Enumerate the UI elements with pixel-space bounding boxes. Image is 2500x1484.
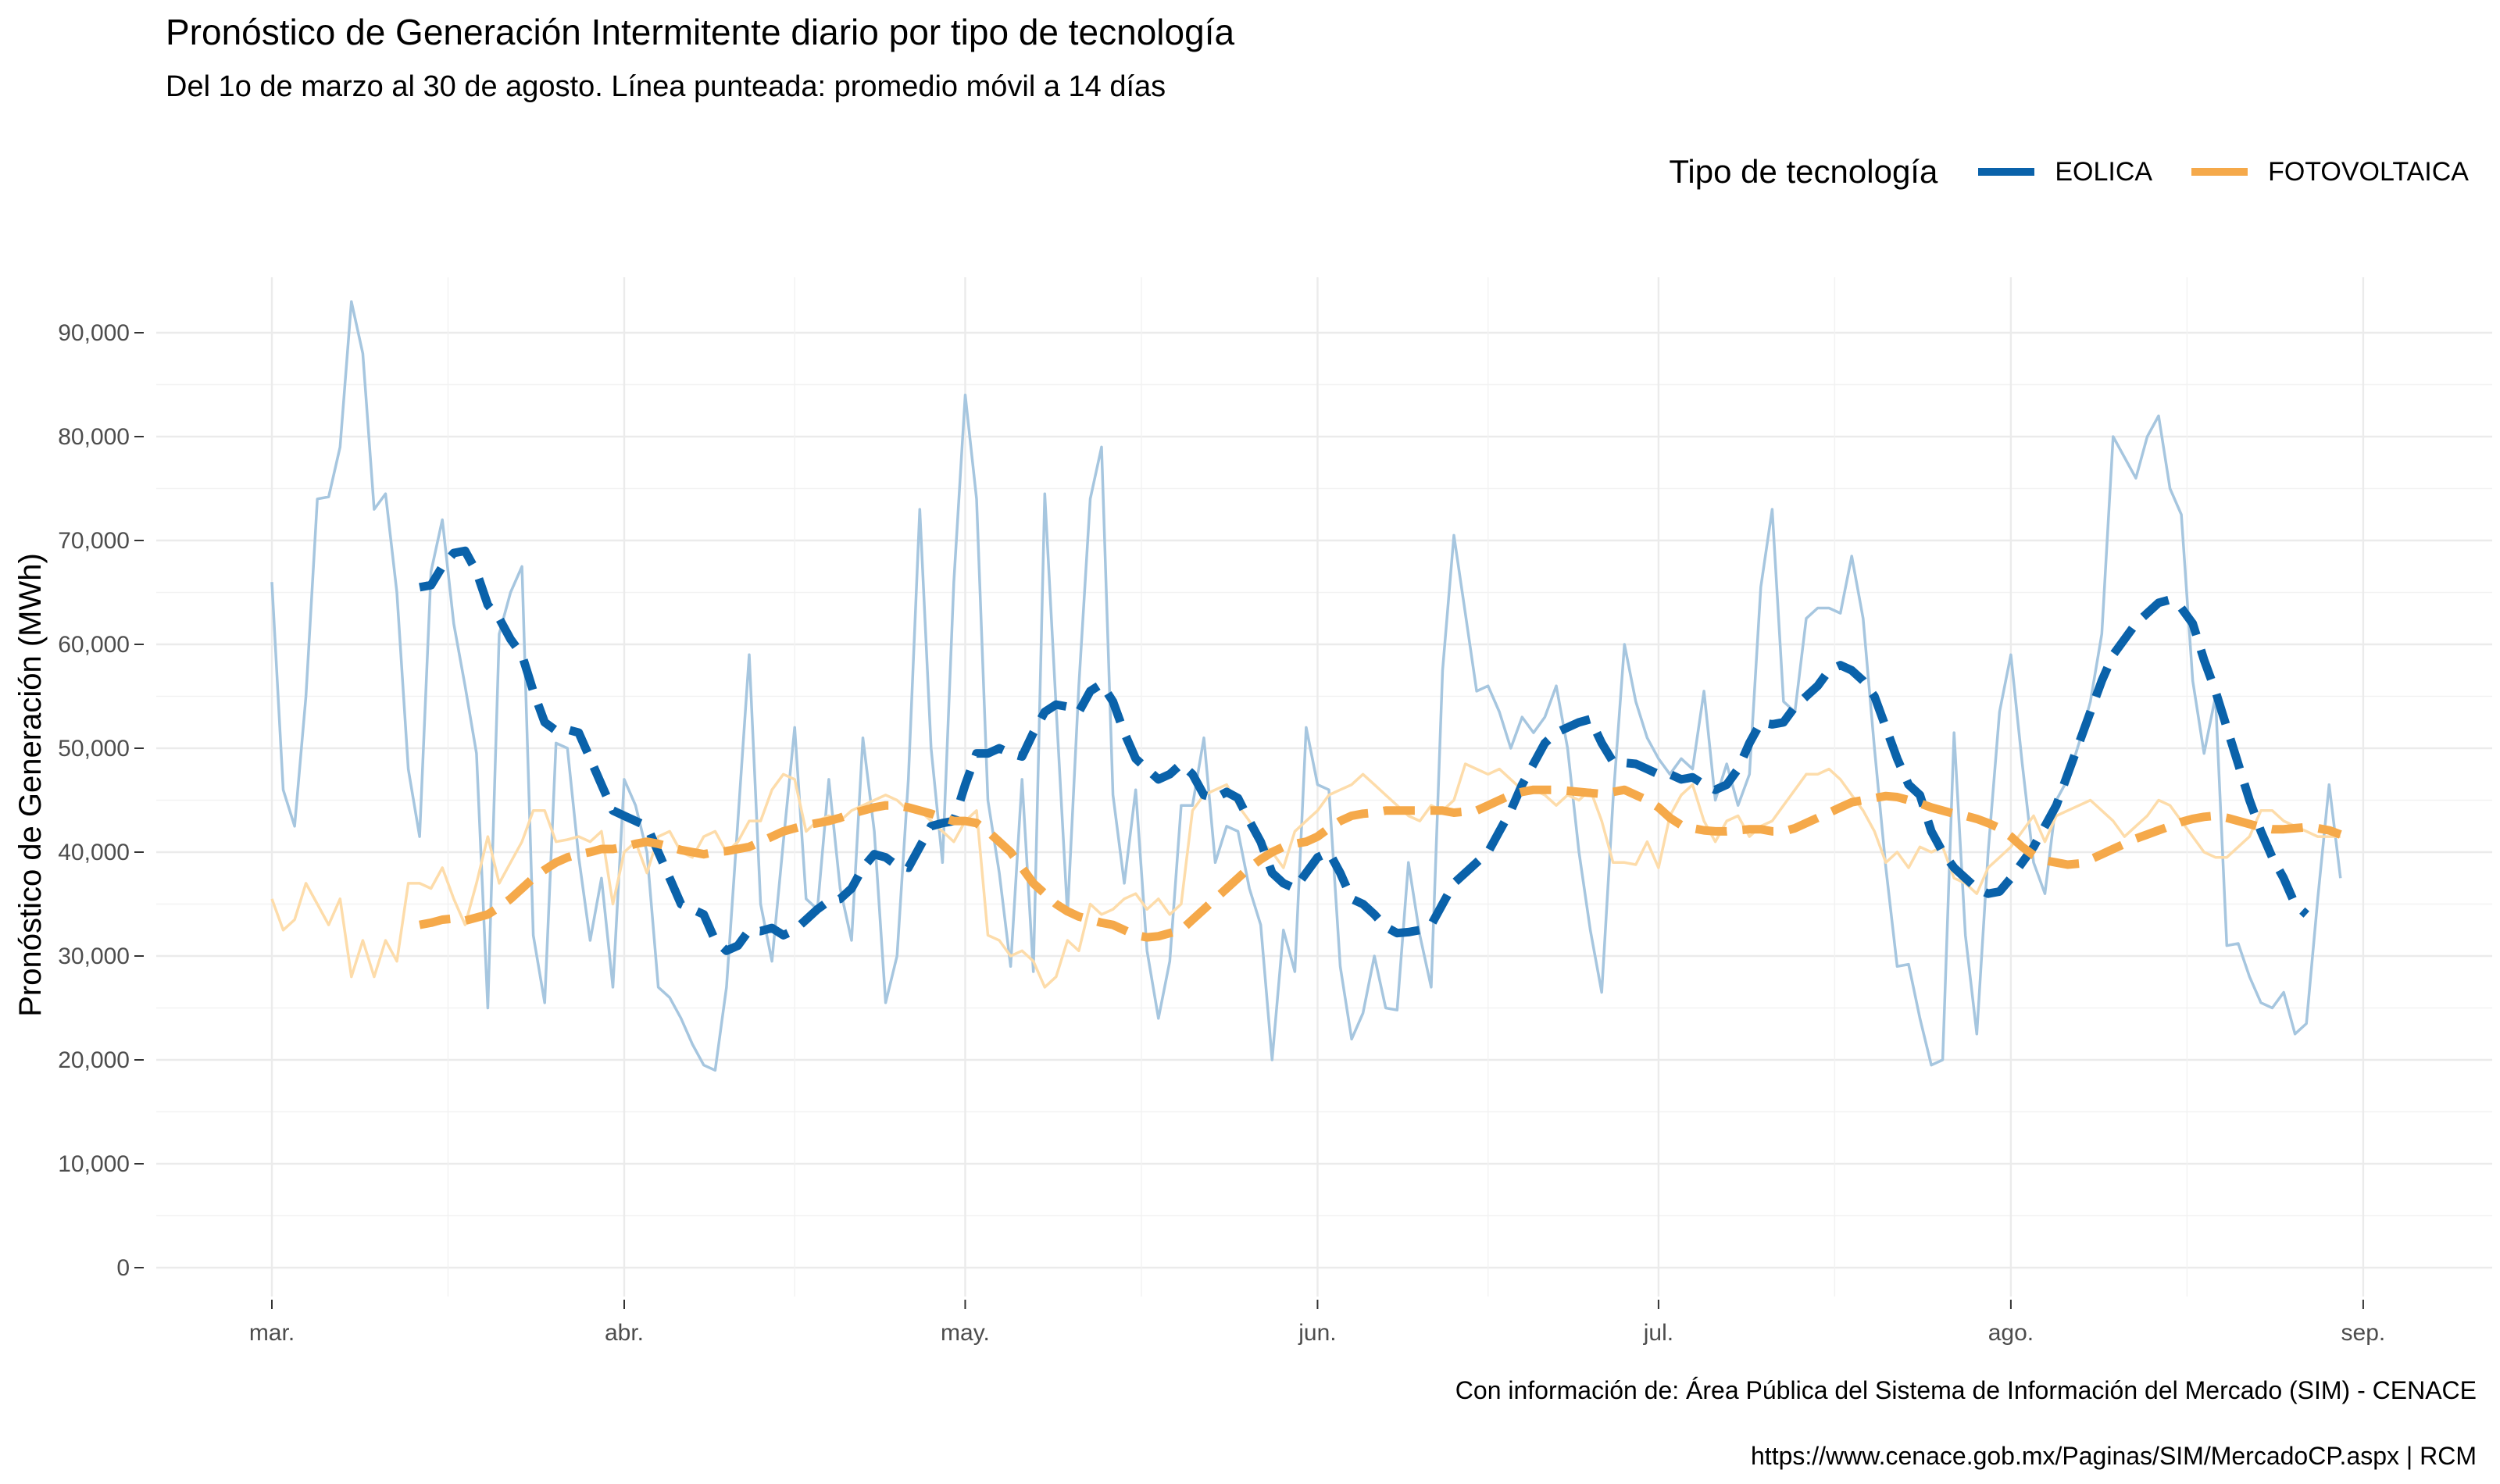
y-tick-label: 20,000 xyxy=(58,1047,130,1073)
y-tick-label: 10,000 xyxy=(58,1151,130,1177)
y-tick-label: 0 xyxy=(116,1255,130,1281)
x-tick-label: abr. xyxy=(605,1320,644,1346)
chart-title: Pronóstico de Generación Intermitente di… xyxy=(166,12,1235,52)
fotovoltaica-moving-average-line xyxy=(419,785,2342,942)
y-tick-label: 80,000 xyxy=(58,424,130,450)
legend-item-eolica: EOLICA xyxy=(1978,157,2152,187)
legend-item-fotovoltaica: FOTOVOLTAICA xyxy=(2191,157,2469,187)
y-tick-label: 90,000 xyxy=(58,320,130,346)
url-caption: https://www.cenace.gob.mx/Paginas/SIM/Me… xyxy=(1751,1442,2477,1470)
legend-title: Tipo de tecnología xyxy=(1669,153,1938,190)
x-axis-ticks: mar. abr. may. jun. jul. ago. sep. xyxy=(249,1300,2385,1346)
y-tick-label: 60,000 xyxy=(58,632,130,658)
legend-key-fotovoltaica xyxy=(2191,168,2248,176)
series-lines xyxy=(270,300,2342,1072)
eolica-daily-line xyxy=(270,300,2342,1072)
fotovoltaica-daily-line xyxy=(270,762,2341,989)
eolica-moving-average-line xyxy=(419,546,2309,955)
legend-label-fotovoltaica: FOTOVOLTAICA xyxy=(2268,156,2469,187)
source-caption: Con información de: Área Pública del Sis… xyxy=(1455,1376,2477,1404)
legend-key-eolica xyxy=(1978,168,2035,176)
y-tick-label: 40,000 xyxy=(58,840,130,865)
chart-subtitle: Del 1o de marzo al 30 de agosto. Línea p… xyxy=(166,70,1166,103)
x-tick-label: jun. xyxy=(1298,1320,1336,1346)
y-axis-ticks: 0 10,000 20,000 30,000 40,000 50,000 60,000 70,… xyxy=(58,320,144,1281)
x-tick-label: may. xyxy=(941,1320,990,1346)
y-tick-label: 70,000 xyxy=(58,528,130,554)
legend-label-eolica: EOLICA xyxy=(2055,156,2153,187)
y-axis-label: Pronóstico de Generación (MWh) xyxy=(13,553,48,1017)
y-tick-label: 30,000 xyxy=(58,944,130,969)
y-tick-label: 50,000 xyxy=(58,736,130,762)
x-tick-label: jul. xyxy=(1643,1320,1673,1346)
x-tick-label: mar. xyxy=(249,1320,295,1346)
x-tick-label: ago. xyxy=(1988,1320,2034,1346)
x-tick-label: sep. xyxy=(2341,1320,2386,1346)
legend: Tipo de tecnología EOLICA FOTOVOLTAICA xyxy=(1669,153,2469,191)
